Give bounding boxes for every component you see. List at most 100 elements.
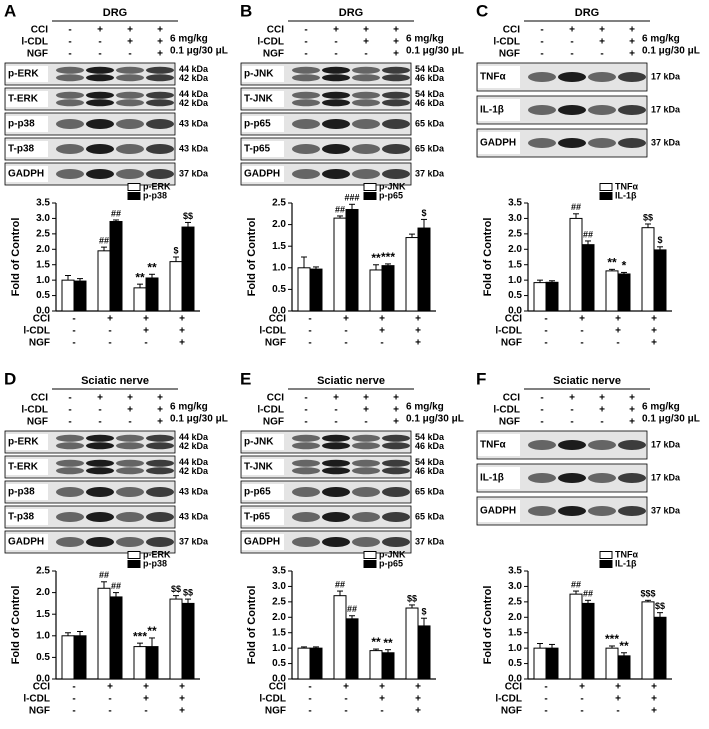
y-tick-label: 2.5 <box>36 228 50 239</box>
condition-sign: + <box>569 393 575 404</box>
bar <box>297 647 311 680</box>
band <box>382 487 410 497</box>
condition-sign: - <box>304 25 307 36</box>
condition-sign: + <box>393 417 399 428</box>
band <box>588 506 616 516</box>
band <box>588 72 616 82</box>
significance-label: $$ <box>183 587 193 597</box>
significance-label: ** <box>607 256 617 270</box>
band <box>558 440 586 450</box>
band <box>352 512 380 522</box>
legend-label: p-p65 <box>379 558 403 568</box>
band <box>382 66 410 74</box>
band <box>528 72 556 82</box>
bar <box>581 602 595 680</box>
condition-sign: + <box>97 25 103 36</box>
bar <box>545 647 559 680</box>
bar <box>405 607 419 680</box>
band <box>352 144 380 154</box>
condition-sign: - <box>544 338 547 349</box>
significance-label: $ <box>421 607 426 617</box>
legend-label: p-ERK <box>143 549 171 559</box>
band <box>322 442 350 450</box>
label-bg <box>6 116 48 132</box>
y-tick-label: 3.5 <box>36 198 50 209</box>
condition-sign: + <box>333 25 339 36</box>
band <box>116 537 144 547</box>
band <box>116 487 144 497</box>
condition-sign: - <box>72 326 75 337</box>
condition-sign: - <box>72 314 75 325</box>
bar <box>381 265 395 312</box>
condition-sign: + <box>343 314 349 325</box>
condition-sign: - <box>128 49 131 60</box>
condition-sign: - <box>144 706 147 717</box>
condition-sign: + <box>179 682 185 693</box>
y-tick-label: 2.5 <box>36 566 50 577</box>
band-label: p-p38 <box>8 119 35 130</box>
label-bg <box>478 132 520 154</box>
condition-label: CCI <box>269 682 286 693</box>
significance-label: ** <box>383 636 393 650</box>
kda-label: 37 kDa <box>179 168 209 178</box>
band <box>56 66 84 74</box>
band-label: p-ERK <box>8 69 39 80</box>
band <box>322 119 350 129</box>
condition-sign: - <box>580 326 583 337</box>
band <box>352 537 380 547</box>
condition-sign: + <box>415 314 421 325</box>
legend-label: p-p65 <box>379 190 403 200</box>
label-bg <box>242 459 284 475</box>
y-tick-label: 1.0 <box>272 262 286 273</box>
condition-sign: + <box>651 694 657 705</box>
bar <box>569 217 583 312</box>
condition-sign: - <box>540 405 543 416</box>
y-tick-label: 0.0 <box>272 306 286 317</box>
band-label: GADPH <box>480 506 516 517</box>
band <box>382 537 410 547</box>
condition-sign: - <box>570 49 573 60</box>
bar <box>405 237 419 312</box>
bar <box>581 244 595 312</box>
condition-sign: - <box>616 706 619 717</box>
condition-sign: + <box>599 393 605 404</box>
condition-sign: - <box>334 37 337 48</box>
condition-sign: + <box>599 405 605 416</box>
band <box>116 512 144 522</box>
label-bg <box>242 509 284 525</box>
band <box>146 169 174 179</box>
label-bg <box>242 166 284 182</box>
y-axis-label: Fold of Control <box>246 586 258 665</box>
band-label: GADPH <box>8 169 44 180</box>
condition-sign: + <box>651 338 657 349</box>
bar <box>145 646 159 680</box>
y-tick-label: 1.5 <box>508 259 522 270</box>
band <box>86 467 114 475</box>
dose-label: 0.1 μg/30 μL <box>170 46 228 57</box>
condition-sign: - <box>616 338 619 349</box>
band-label: TNFα <box>480 440 506 451</box>
label-bg <box>6 459 48 475</box>
band <box>352 169 380 179</box>
condition-sign: + <box>179 706 185 717</box>
condition-label: CCI <box>505 682 522 693</box>
band-label: T-p38 <box>8 512 35 523</box>
legend-label: p-JNK <box>379 549 406 559</box>
bar <box>605 270 619 312</box>
condition-sign: - <box>580 338 583 349</box>
band <box>292 512 320 522</box>
panel-letter: F <box>476 369 486 388</box>
band-label: GADPH <box>480 138 516 149</box>
tissue-label: DRG <box>575 7 599 19</box>
condition-sign: - <box>308 694 311 705</box>
y-tick-label: 2.5 <box>508 228 522 239</box>
kda-label: 37 kDa <box>415 168 445 178</box>
significance-label: ** <box>371 635 381 649</box>
tissue-label: Sciatic nerve <box>317 375 385 387</box>
band <box>558 105 586 115</box>
kda-label: 17 kDa <box>651 104 681 114</box>
condition-sign: - <box>540 49 543 60</box>
significance-label: ## <box>335 204 345 214</box>
band <box>322 99 350 107</box>
